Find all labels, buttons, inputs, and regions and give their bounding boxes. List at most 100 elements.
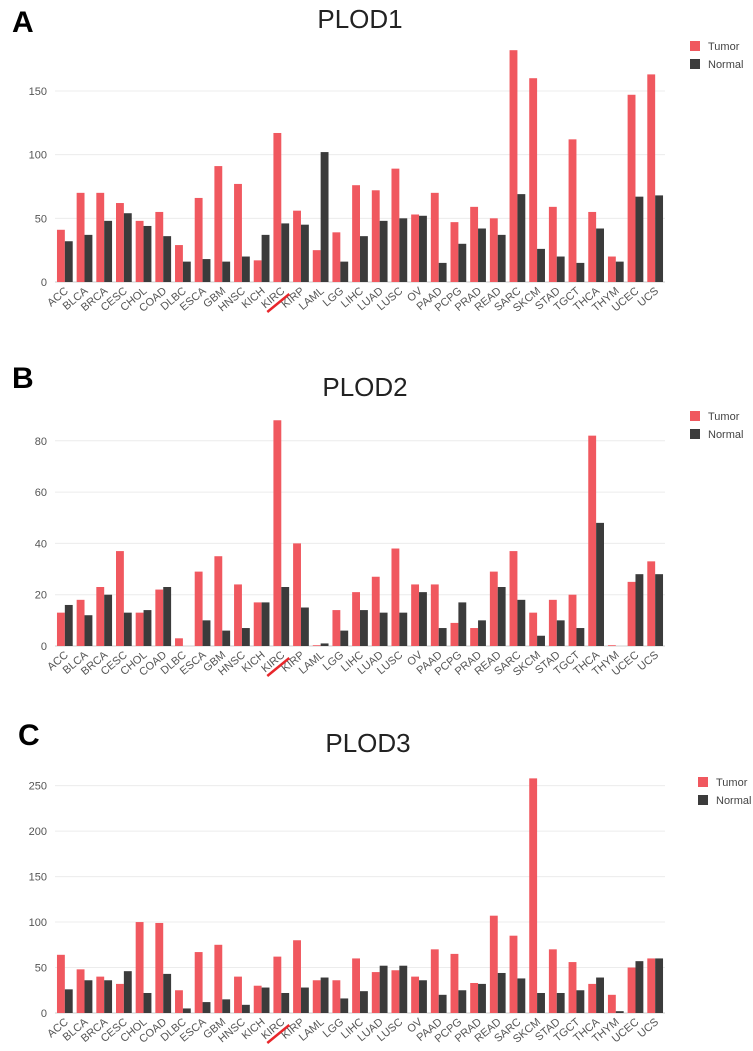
bar-tumor-gbm (214, 944, 223, 1013)
bar-normal-hnsc (241, 1004, 250, 1013)
bar-tumor-ucs (647, 74, 656, 282)
bar-tumor-ucec (627, 94, 636, 283)
bar-tumor-ucs (647, 958, 656, 1013)
bar-tumor-acc (56, 954, 65, 1013)
bar-tumor-pcpg (450, 622, 459, 646)
bar-normal-kirc (281, 223, 290, 282)
bar-normal-brca (104, 594, 113, 646)
bar-normal-pcpg (458, 602, 467, 646)
bar-normal-read (497, 587, 506, 646)
bar-tumor-esca (194, 952, 203, 1013)
bar-tumor-ucs (647, 561, 656, 646)
bar-normal-blca (84, 234, 93, 282)
bar-tumor-ucec (627, 967, 636, 1013)
bar-normal-stad (556, 992, 565, 1013)
bar-tumor-lgg (332, 610, 341, 646)
bar-tumor-kich (253, 602, 262, 646)
legend-label-tumor: Tumor (716, 777, 748, 789)
bar-tumor-hnsc (234, 183, 242, 282)
bar-tumor-acc (56, 229, 65, 282)
bar-normal-ov (419, 592, 427, 646)
bar-tumor-esca (194, 571, 203, 646)
bar-normal-acc (64, 604, 73, 646)
bar-normal-cesc (123, 612, 132, 646)
bar-tumor-blca (76, 969, 85, 1013)
chart-title: PLOD3 (325, 728, 410, 758)
y-tick-label: 150 (29, 872, 47, 884)
bar-tumor-coad (155, 922, 164, 1013)
bar-tumor-lihc (352, 592, 360, 646)
bar-tumor-kirc (273, 420, 282, 646)
bar-tumor-prad (470, 982, 479, 1013)
y-tick-label: 50 (35, 213, 47, 225)
bar-normal-luad (379, 965, 388, 1013)
bar-normal-thym (615, 261, 624, 282)
y-tick-label: 100 (29, 917, 47, 929)
bar-normal-stad (556, 256, 565, 282)
y-tick-label: 80 (35, 436, 47, 448)
panel-letter: B (12, 362, 34, 395)
bar-normal-blca (84, 980, 93, 1013)
bar-normal-acc (64, 989, 73, 1013)
bar-normal-thca (596, 228, 604, 282)
bar-tumor-pcpg (450, 222, 459, 282)
bar-tumor-kirc (273, 956, 282, 1013)
bar-tumor-thca (588, 211, 597, 282)
bar-normal-ucs (655, 574, 664, 646)
bar-tumor-thym (607, 256, 616, 282)
bar-tumor-tgct (568, 962, 577, 1013)
bar-tumor-cesc (116, 983, 124, 1013)
y-tick-label: 60 (35, 487, 47, 499)
bar-normal-ucec (635, 961, 644, 1013)
bar-normal-gbm (222, 630, 231, 646)
bar-tumor-lihc (352, 185, 360, 282)
kirc-highlight-mark (266, 293, 291, 313)
chart-panel-a: A PLOD1050100150ACCBLCABRCACESCCHOLCOADDL… (12, 4, 743, 315)
bar-normal-kirp (300, 224, 309, 282)
bar-normal-thym (615, 1011, 624, 1013)
legend-label-tumor: Tumor (708, 411, 740, 423)
bar-tumor-chol (135, 922, 144, 1013)
bar-normal-kich (261, 602, 270, 646)
bar-tumor-laml (312, 645, 321, 646)
bar-normal-ucec (635, 574, 644, 646)
bar-normal-ov (419, 215, 427, 282)
bar-tumor-cesc (116, 551, 124, 646)
y-tick-label: 0 (41, 277, 47, 289)
bar-normal-blca (84, 615, 93, 646)
bar-tumor-lusc (391, 548, 400, 646)
bar-normal-ucec (635, 196, 644, 282)
bar-tumor-read (489, 915, 498, 1013)
legend-label-normal: Normal (708, 429, 743, 441)
bar-tumor-read (489, 571, 498, 646)
bar-tumor-laml (312, 980, 321, 1013)
bar-tumor-prad (470, 628, 479, 646)
bar-normal-prad (478, 983, 486, 1013)
bar-normal-pcpg (458, 990, 467, 1013)
y-tick-label: 0 (41, 641, 47, 653)
bar-tumor-ov (411, 584, 420, 646)
bar-tumor-thym (607, 994, 616, 1013)
bar-tumor-gbm (214, 166, 223, 282)
bar-tumor-brca (96, 192, 105, 282)
bar-normal-tgct (576, 990, 585, 1013)
kirc-highlight-mark (266, 657, 291, 677)
bar-tumor-tgct (568, 139, 577, 282)
bar-normal-kirc (281, 992, 290, 1013)
bar-normal-kirc (281, 587, 290, 646)
bar-normal-lgg (340, 998, 349, 1013)
bar-tumor-lusc (391, 168, 400, 282)
bar-normal-stad (556, 620, 565, 646)
bar-tumor-skcm (529, 612, 538, 646)
bar-normal-hnsc (241, 628, 250, 646)
kirc-highlight-mark (266, 1024, 291, 1044)
bar-tumor-thca (588, 435, 597, 646)
bar-tumor-brca (96, 587, 105, 646)
bar-tumor-kirp (293, 543, 301, 646)
bar-tumor-chol (135, 220, 144, 282)
bar-tumor-prad (470, 206, 479, 282)
bar-normal-thca (596, 977, 604, 1013)
legend-label-normal: Normal (708, 59, 743, 71)
bar-normal-ov (419, 980, 427, 1013)
bar-normal-lusc (399, 218, 408, 282)
